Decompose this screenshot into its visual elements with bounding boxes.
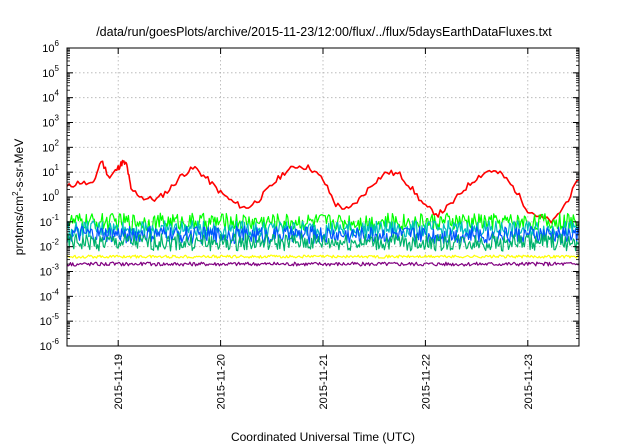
y-tick-label: 10-2 [40, 238, 60, 254]
y-tick-label: 10-1 [40, 213, 60, 229]
x-tick-label: 2015-11-20 [216, 354, 228, 409]
y-tick-label: 101 [42, 163, 59, 179]
series-line-3 [66, 225, 580, 245]
x-tick-label: 2015-11-23 [523, 354, 535, 409]
series-layer [66, 159, 580, 267]
x-tick-label: 2015-11-22 [420, 354, 432, 409]
series-line-5 [66, 254, 580, 259]
x-tick-layer: 2015-11-19 2015-11-20 2015-11-21 2015-11-22… [113, 48, 535, 409]
y-tick-label: 10-6 [40, 337, 60, 353]
y-tick-label: 10-5 [40, 312, 60, 328]
x-axis-label: Coordinated Universal Time (UTC) [231, 430, 415, 444]
x-tick-label: 2015-11-21 [318, 354, 330, 409]
series-line-0 [66, 159, 580, 224]
y-tick-label: 106 [42, 39, 59, 55]
y-tick-label: 105 [42, 64, 59, 80]
chart-title: /data/run/goesPlots/archive/2015-11-23/1… [96, 25, 552, 39]
y-tick-label: 102 [42, 138, 59, 154]
grid-lines [67, 48, 579, 346]
y-axis-label: protons/cm2-s-sr-MeV [11, 139, 26, 255]
y-tick-layer: 10-6 10-5 10-4 10-3 10-2 10-1 100 101 102 103 104 1… [40, 39, 579, 353]
y-tick-label: 103 [42, 114, 59, 130]
y-tick-label: 100 [42, 188, 59, 204]
series-line-4 [66, 233, 580, 252]
y-tick-label: 10-4 [40, 287, 60, 303]
series-line-6 [66, 261, 580, 267]
y-tick-label: 104 [42, 89, 59, 105]
y-tick-label: 10-3 [40, 263, 60, 279]
x-tick-label: 2015-11-19 [113, 354, 125, 409]
